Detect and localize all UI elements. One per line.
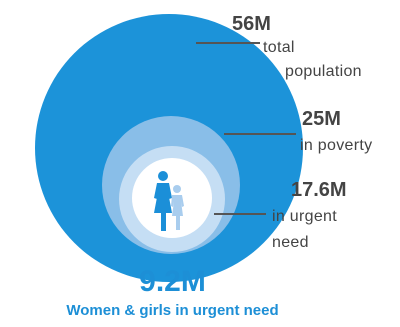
total-population-value: 56M [232, 13, 271, 35]
girl-icon [171, 185, 184, 230]
urgent-need-label-2: need [272, 234, 309, 251]
total-population-label-2: population [285, 63, 362, 80]
headline-value: 9.2M [139, 265, 206, 298]
poverty-value: 25M [302, 108, 341, 130]
urgent-need-value: 17.6M [291, 179, 347, 201]
headline-caption: Women & girls in urgent need [66, 302, 279, 319]
poverty-label: in poverty [300, 137, 372, 154]
woman-icon [154, 171, 172, 231]
total-population-label-1: total [263, 39, 295, 56]
urgent-need-label-1: in urgent [272, 208, 337, 225]
